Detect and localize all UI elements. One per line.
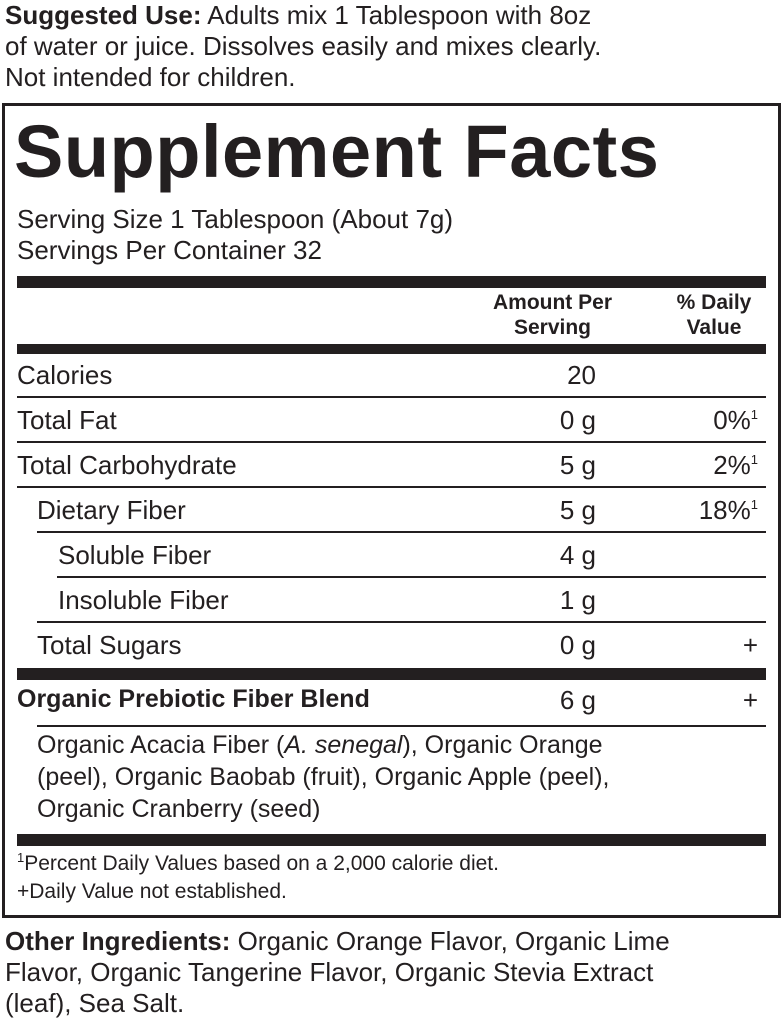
table-row: Soluble Fiber 4 g (58, 540, 596, 570)
divider (37, 621, 766, 623)
suggested-use-label: Suggested Use: (5, 0, 202, 30)
suggested-use-text: Adults mix 1 Tablespoon with 8oz (201, 0, 592, 30)
header-amount-per-serving: Amount Per Serving (492, 291, 612, 339)
divider-thick (17, 668, 766, 680)
divider-thick (17, 344, 766, 354)
footnote-dv-not-established: +Daily Value not established. (17, 880, 287, 903)
servings-per-container: Servings Per Container 32 (17, 235, 322, 265)
serving-size: Serving Size 1 Tablespoon (About 7g) (17, 204, 454, 234)
header-daily-value: % Daily Value (676, 291, 752, 339)
table-row: Total Sugars 0 g + (37, 630, 758, 660)
blend-row: Organic Prebiotic Fiber Blend 6 g + (17, 685, 758, 715)
divider-thick (17, 276, 766, 288)
table-row: Total Carbohydrate 5 g 2%1 (17, 450, 758, 480)
suggested-use-text: of water or juice. Dissolves easily and … (5, 31, 602, 61)
divider (37, 725, 766, 727)
table-row: Calories 20 (17, 360, 596, 390)
footnote-percent-dv: 1Percent Daily Values based on a 2,000 c… (17, 850, 499, 875)
other-ingredients-label: Other Ingredients: (5, 926, 231, 956)
table-row: Total Fat 0 g 0%1 (17, 405, 758, 435)
divider (57, 576, 766, 578)
divider (37, 531, 766, 533)
divider (17, 486, 766, 488)
panel-title: Supplement Facts (14, 110, 660, 193)
table-row: Dietary Fiber 5 g 18%1 (37, 495, 758, 525)
divider-thick (17, 834, 766, 846)
divider (17, 396, 766, 398)
supplement-facts-panel (2, 103, 781, 918)
divider (17, 441, 766, 443)
table-row: Insoluble Fiber 1 g (58, 585, 596, 615)
suggested-use-text: Not intended for children. (5, 62, 296, 92)
